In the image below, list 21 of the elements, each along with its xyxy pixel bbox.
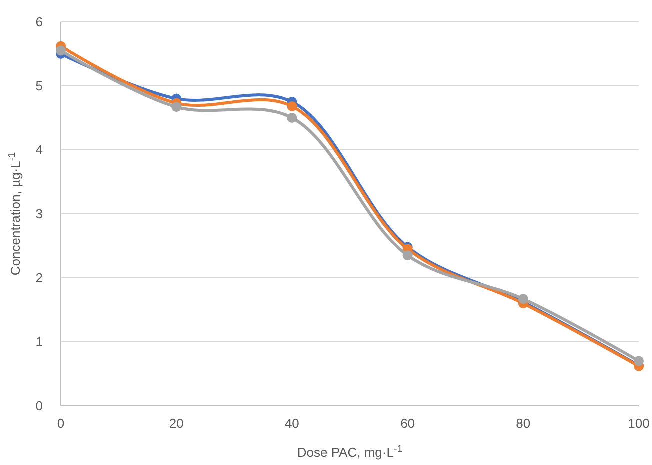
point — [634, 356, 644, 366]
y-tick-label: 4 — [36, 142, 43, 158]
y-tick-label: 5 — [36, 78, 43, 94]
point — [287, 101, 298, 112]
point — [402, 250, 413, 261]
point — [56, 46, 66, 56]
x-tick-label: 60 — [400, 416, 416, 431]
y-tick-label: 6 — [36, 14, 43, 30]
point — [518, 294, 528, 304]
point — [287, 113, 298, 123]
point — [172, 102, 182, 112]
x-tick-label: 0 — [57, 416, 65, 431]
x-tick-label: 80 — [516, 416, 531, 431]
x-axis-title: Dose PAC, mg·L$^{-1}$ — [297, 444, 403, 460]
y-tick-label: 3 — [36, 206, 43, 222]
y-tick-label: 2 — [36, 270, 43, 286]
y-tick-label: 0 — [36, 398, 43, 414]
x-tick-label: 40 — [284, 416, 300, 431]
x-tick-label: 100 — [628, 416, 650, 431]
x-tick-label: 20 — [169, 416, 184, 431]
y-tick-label: 1 — [36, 334, 43, 350]
